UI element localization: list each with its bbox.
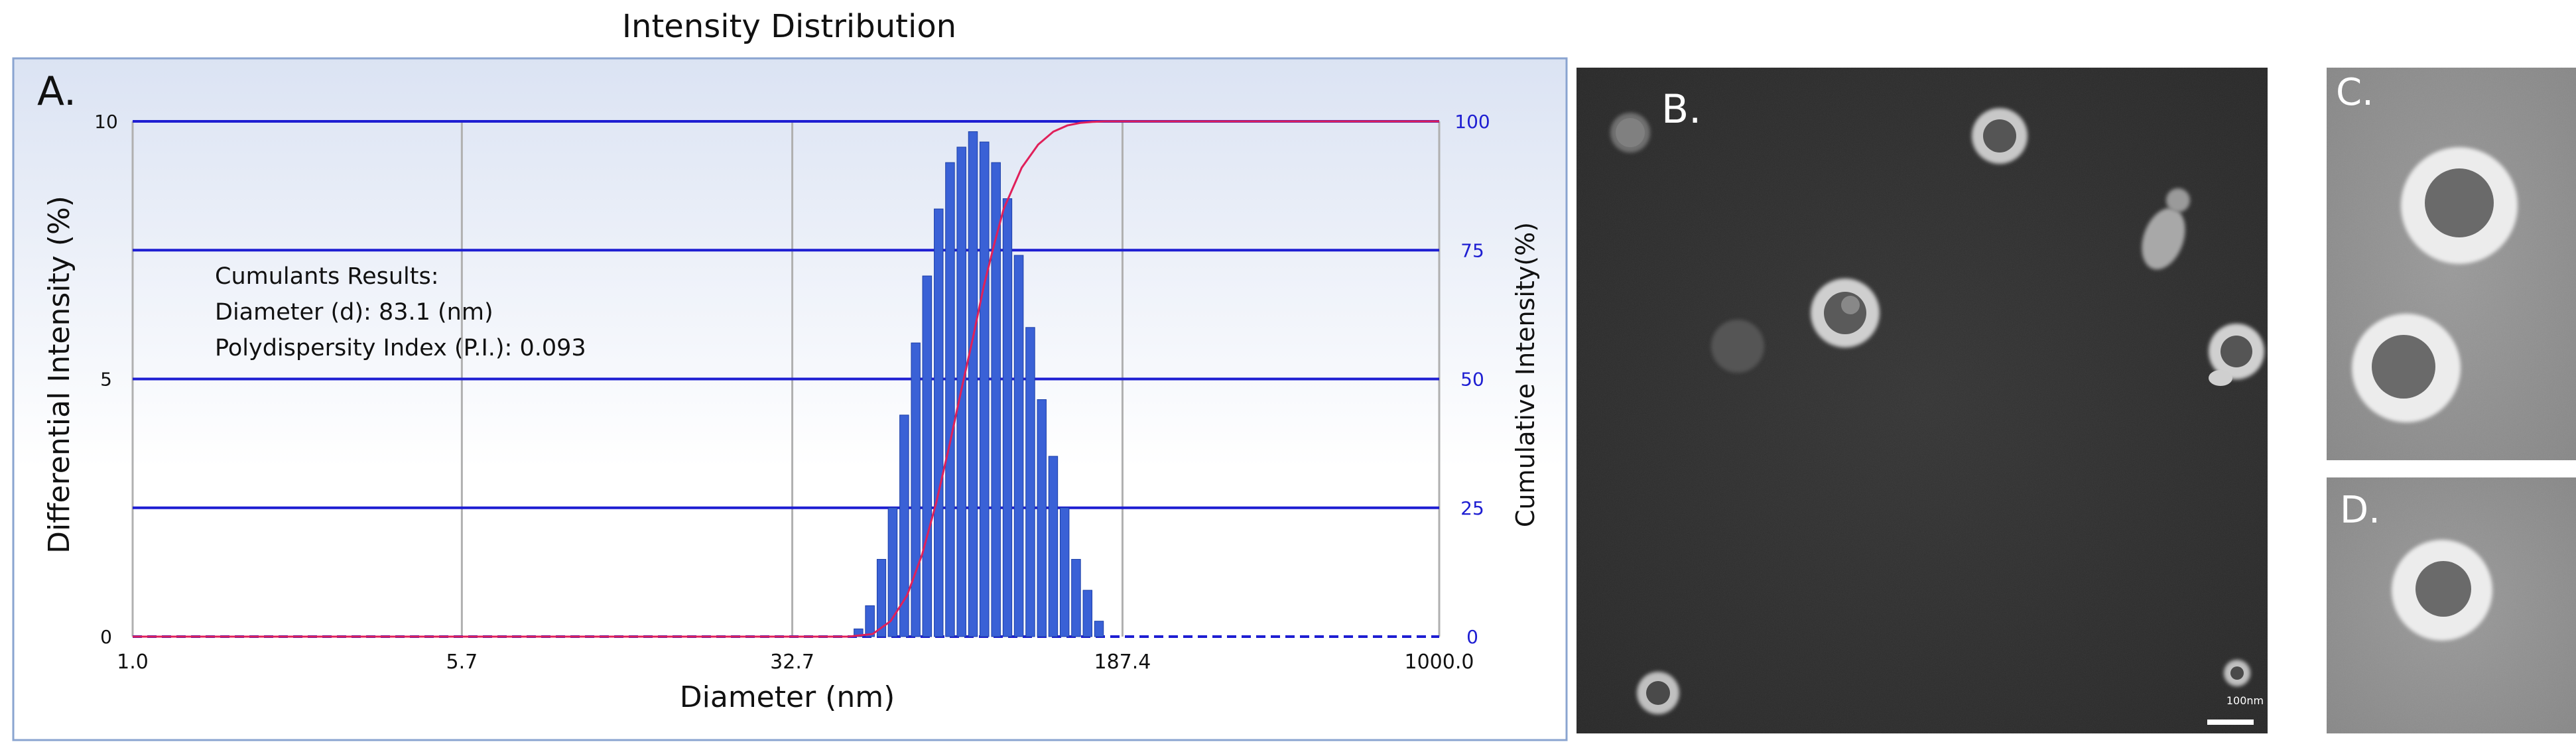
y-tick-label-0: 0 <box>100 626 112 648</box>
histogram-bar <box>865 605 875 637</box>
annotation-line-3: Polydispersity Index (P.I.): 0.093 <box>215 335 586 361</box>
panel-label-d: D. <box>2340 489 2380 532</box>
vesicle <box>1711 320 1764 373</box>
cumulants-annotation: Cumulants Results: Diameter (d): 83.1 (n… <box>215 263 586 361</box>
vesicle <box>1610 113 1650 153</box>
y-axis-label: Differential Intensity (%) <box>42 196 76 554</box>
y-tick-label-1: 5 <box>100 369 112 391</box>
vesicle <box>2401 147 2518 264</box>
histogram-bar <box>1037 399 1047 637</box>
histogram-bar <box>1013 255 1024 637</box>
histogram-bar <box>1094 621 1104 637</box>
histogram-bar <box>1002 198 1013 637</box>
x-tick-label-1: 5.7 <box>446 651 478 674</box>
y-tick-label-2: 10 <box>94 111 118 133</box>
vesicle <box>1972 108 2028 164</box>
vesicle <box>2352 314 2461 422</box>
panel-label-a: A. <box>37 68 76 115</box>
x-tick-label-2: 32.7 <box>770 651 814 674</box>
histogram-bar <box>1082 590 1093 637</box>
scale-bar-label: 100nm <box>2226 694 2264 707</box>
vesicle <box>2224 660 2250 686</box>
panel-label-b: B. <box>1661 86 1701 133</box>
y2-tick-label-2: 50 <box>1460 369 1484 391</box>
histogram-bar <box>945 162 955 637</box>
histogram-bar <box>1059 507 1070 637</box>
vesicle <box>2392 540 2492 641</box>
histogram-bar <box>922 275 933 637</box>
y2-tick-label-1: 25 <box>1460 497 1484 519</box>
histogram-bar <box>887 507 898 637</box>
annotation-line-1: Cumulants Results: <box>215 263 439 290</box>
histogram-bar <box>979 141 990 637</box>
histogram-bar <box>1071 558 1081 637</box>
histogram-bar <box>1025 327 1035 637</box>
vesicle <box>1811 279 1880 347</box>
cumulative-curve-layer <box>133 120 1439 638</box>
y2-tick-label-3: 75 <box>1460 239 1484 261</box>
x-axis-label: Diameter (nm) <box>680 680 895 714</box>
vesicle <box>1637 672 1679 714</box>
vesicle <box>2142 188 2190 270</box>
cumulative-intensity-curve <box>133 120 1439 638</box>
x-tick-label-0: 1.0 <box>117 651 149 674</box>
x-tick-label-3: 187.4 <box>1094 651 1151 674</box>
histogram-bar <box>1048 456 1059 637</box>
y2-axis-label: Cumulative Intensity(%) <box>1511 222 1540 527</box>
panel-c-micrograph: C. <box>2327 68 2576 460</box>
panel-b-micrograph: B. <box>1577 68 2268 733</box>
panel-d-micrograph: D. <box>2327 477 2576 733</box>
x-tick-label-4: 1000.0 <box>1405 651 1474 674</box>
histogram-bar <box>899 414 909 637</box>
chart-title: Intensity Distribution <box>622 8 956 45</box>
histogram-bar <box>991 162 1001 637</box>
annotation-line-2: Diameter (d): 83.1 (nm) <box>215 299 493 326</box>
y2-tick-label-0: 0 <box>1466 626 1478 648</box>
axis-ticks: 1.0 5.7 32.7 187.4 1000.0 0 25 50 75 100 0 5 10 <box>94 111 1490 674</box>
chart-frame <box>12 57 1568 741</box>
histogram-bar <box>911 342 921 637</box>
panel-a-chart: Intensity Distribution A. 1.0 5.7 32.7 187.… <box>12 8 1568 741</box>
vesicle <box>2209 324 2264 386</box>
histogram-bar <box>854 628 864 637</box>
y2-tick-label-4: 100 <box>1454 111 1490 133</box>
scale-bar: 100nm <box>2207 694 2264 725</box>
histogram-bar <box>968 131 978 637</box>
panel-label-c: C. <box>2336 71 2374 114</box>
histogram-bar <box>934 208 944 637</box>
histogram-bar <box>876 558 887 637</box>
